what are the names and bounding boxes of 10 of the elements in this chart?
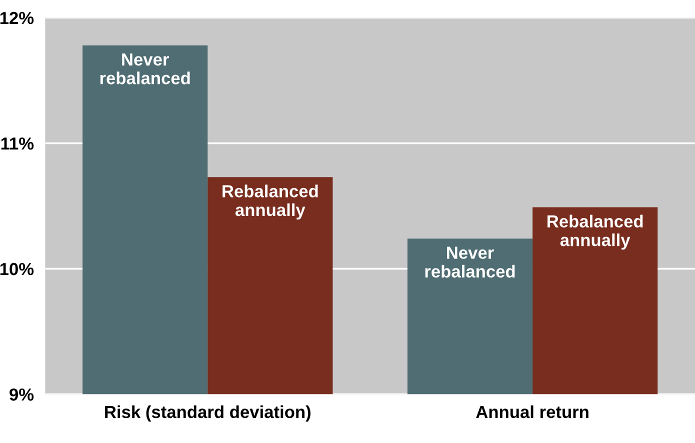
text: Rebalanced annually <box>548 214 643 250</box>
y-tick-label: 10% <box>0 262 34 276</box>
y-tick-label: 12% <box>0 12 34 24</box>
text: Never rebalanced <box>425 246 515 278</box>
x-tick-label: Risk (standard deviation) <box>105 405 310 422</box>
series-label: Rebalanced annually <box>222 184 318 220</box>
x-tick-label: Annual return <box>476 405 588 418</box>
y-tick-label: 11% <box>1 137 34 150</box>
series-label: Never rebalanced <box>100 54 190 84</box>
y-tick-label: 9% <box>10 388 34 401</box>
